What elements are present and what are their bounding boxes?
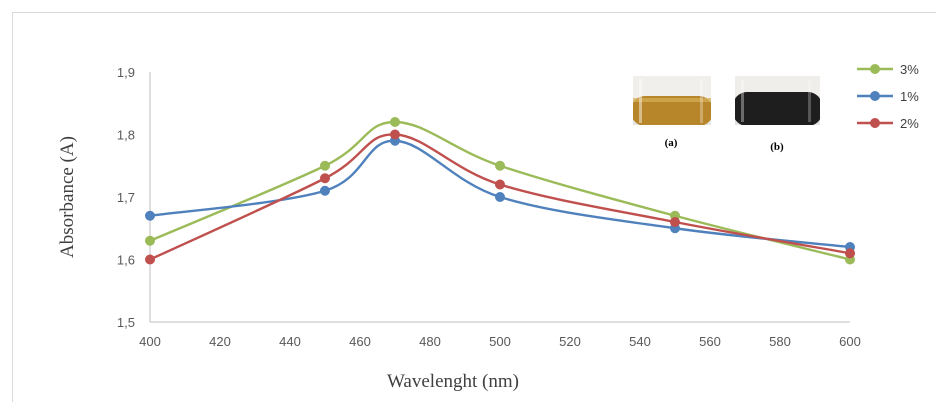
inset-photo-a: [633, 76, 711, 125]
photo-b-liquid: [735, 92, 820, 125]
legend-marker-2pct: [870, 118, 880, 128]
x-tick-label: 600: [839, 334, 861, 349]
photo-a-liquid: [633, 96, 711, 125]
x-tick-label: 560: [699, 334, 721, 349]
data-point-2pct: [390, 129, 400, 140]
series-line-1pct: [149, 139, 851, 249]
y-tick-label: 1,9: [117, 65, 135, 80]
x-tick-label: 400: [139, 334, 161, 349]
legend-marker-1pct: [870, 91, 880, 101]
x-tick-label: 540: [629, 334, 651, 349]
x-tick-label: 440: [279, 334, 301, 349]
y-tick-label: 1,5: [117, 315, 135, 330]
legend-label-2pct: 2%: [900, 116, 919, 131]
data-point-2pct: [145, 254, 155, 265]
y-tick-label: 1,8: [117, 128, 135, 143]
x-tick-label: 460: [349, 334, 371, 349]
y-tick-labels: 1,5 1,6 1,7 1,8 1,9: [117, 65, 135, 330]
series-layer: [145, 117, 855, 265]
data-point-1pct: [320, 185, 330, 196]
data-point-3pct: [495, 160, 505, 171]
data-point-3pct: [390, 117, 400, 127]
series-line-2pct: [149, 133, 851, 261]
series-line-3pct: [149, 120, 851, 261]
legend-label-3pct: 3%: [900, 62, 919, 77]
data-point-2pct: [495, 179, 505, 190]
data-point-3pct: [145, 235, 155, 246]
x-tick-label: 420: [209, 334, 231, 349]
data-point-1pct: [495, 192, 505, 202]
x-tick-label: 500: [489, 334, 511, 349]
data-point-2pct: [320, 173, 330, 184]
x-tick-labels: 400 420 440 460 480 500 520 540 560 580 600: [139, 334, 861, 349]
legend-marker-3pct: [870, 64, 880, 74]
x-axis-title: Wavelenght (nm): [387, 371, 519, 392]
legend: 3% 1% 2%: [857, 62, 919, 131]
chart-frame: [12, 12, 936, 402]
data-point-1pct: [145, 210, 155, 221]
data-point-2pct: [845, 248, 855, 259]
data-point-3pct: [320, 160, 330, 171]
inset-photo-b: [735, 76, 820, 125]
data-point-2pct: [670, 217, 680, 227]
legend-label-1pct: 1%: [900, 89, 919, 104]
x-tick-label: 480: [419, 334, 441, 349]
y-tick-label: 1,7: [117, 190, 135, 205]
x-tick-label: 580: [769, 334, 791, 349]
y-tick-label: 1,6: [117, 253, 135, 268]
photo-b-caption: (b): [770, 141, 784, 153]
x-tick-label: 520: [559, 334, 581, 349]
y-axis-title: Absorbance (A): [57, 136, 78, 258]
photo-a-caption: (a): [665, 137, 678, 149]
